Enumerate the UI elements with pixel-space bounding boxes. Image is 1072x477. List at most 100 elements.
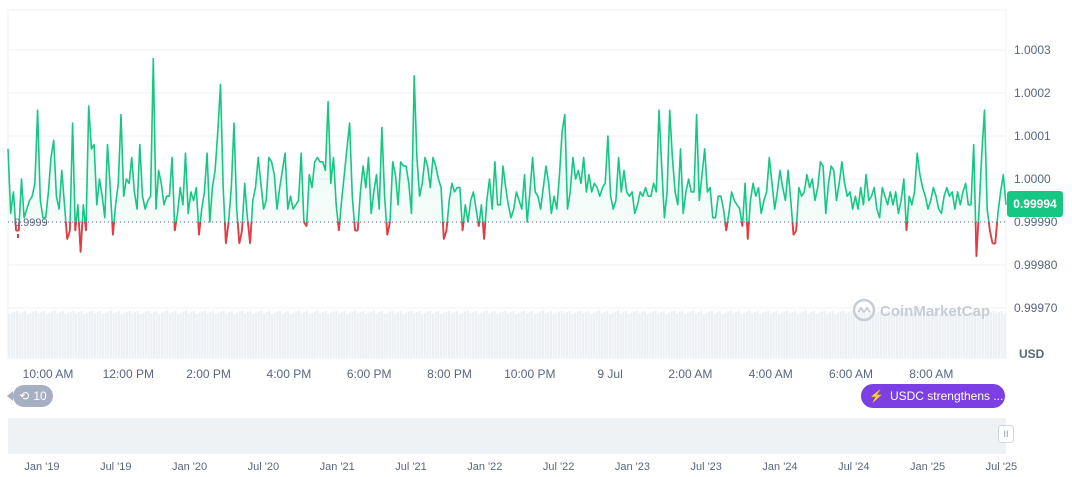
volume-bar — [391, 310, 394, 358]
volume-bar — [745, 311, 748, 358]
volume-bar — [635, 310, 638, 358]
x-tick-label: 10:00 AM — [23, 367, 74, 381]
volume-bar — [437, 311, 440, 358]
volume-bar — [713, 313, 716, 358]
volume-bar — [343, 311, 346, 358]
volume-bar — [590, 314, 593, 358]
volume-bar — [965, 314, 968, 358]
volume-bar — [893, 312, 896, 358]
navigator[interactable]: Jan '19 Jul '19 Jan '20 Jul '20 Jan '21 Jul '… — [8, 418, 1017, 473]
volume-bar — [99, 311, 102, 358]
volume-bar — [560, 310, 563, 358]
volume-bar — [973, 310, 976, 358]
volume-bar — [24, 311, 27, 358]
volume-bar — [72, 310, 75, 358]
volume-bar — [493, 311, 496, 358]
series-line-down — [386, 221, 391, 236]
volume-bar — [896, 311, 899, 358]
volume-bar — [767, 310, 770, 358]
volume-bar — [461, 312, 464, 358]
volume-bar — [775, 311, 778, 358]
volume-bar — [914, 311, 917, 358]
volume-bar — [386, 312, 389, 358]
volume-bar — [340, 312, 343, 358]
history-button[interactable]: ⟲ 10 — [7, 385, 53, 407]
volume-bar — [496, 314, 499, 358]
volume-bar — [370, 311, 373, 358]
volume-bar — [633, 311, 636, 358]
x-tick-label: 12:00 PM — [103, 367, 154, 381]
navigator-tick-label: Jan '22 — [467, 461, 502, 473]
history-count: 10 — [33, 389, 47, 403]
volume-bar — [177, 314, 180, 358]
x-tick-label: 2:00 PM — [186, 367, 231, 381]
volume-bar — [295, 311, 298, 358]
series-line-down — [461, 221, 465, 231]
news-pill-button[interactable]: ⚡ USDC strengthens ... — [861, 384, 1005, 408]
volume-bar — [311, 312, 314, 358]
volume-bar — [112, 313, 115, 358]
volume-bar — [227, 312, 231, 358]
series-line-down — [975, 221, 980, 257]
reference-line: 0.9999 — [8, 217, 1006, 238]
volume-bar — [426, 311, 429, 358]
volume-bar — [1003, 314, 1006, 358]
volume-bar — [882, 313, 885, 358]
series-line-down — [112, 221, 115, 235]
volume-bar — [120, 314, 123, 358]
volume-bar — [818, 312, 821, 358]
volume-bar — [649, 312, 652, 358]
coinmarketcap-logo-icon — [852, 298, 876, 322]
x-tick-label: 6:00 PM — [347, 367, 392, 381]
volume-bar — [77, 312, 80, 358]
volume-bar — [512, 311, 515, 358]
volume-bar — [861, 310, 864, 358]
volume-bar — [284, 312, 287, 358]
series-line-down — [477, 221, 481, 227]
volume-bar — [399, 311, 402, 358]
volume-bar — [50, 311, 54, 358]
volume-bar — [456, 311, 459, 358]
series-line-down — [249, 221, 253, 244]
x-axis: 10:00 AM 12:00 PM 2:00 PM 4:00 PM 6:00 PM 8:0… — [23, 367, 954, 381]
volume-bar — [364, 314, 367, 358]
volume-bar — [780, 312, 783, 358]
volume-bar — [630, 312, 633, 358]
volume-bar — [759, 314, 762, 358]
volume-bar — [831, 311, 834, 358]
volume-bar — [348, 312, 351, 358]
volume-bar — [257, 311, 260, 358]
volume-bar — [665, 314, 668, 358]
volume-bar — [533, 314, 536, 358]
volume-bar — [536, 312, 539, 358]
volume-bar — [582, 313, 585, 358]
x-tick-label: 9 Jul — [597, 367, 622, 381]
volume-bar — [901, 313, 904, 358]
volume-bar — [858, 311, 861, 358]
navigator-handle[interactable]: II — [998, 425, 1014, 443]
volume-bar — [488, 313, 491, 358]
navigator-tick-label: Jul '21 — [395, 461, 426, 473]
volume-bar — [568, 311, 571, 358]
series-line-down — [238, 230, 243, 244]
volume-bar — [549, 311, 553, 358]
navigator-tick-label: Jul '22 — [543, 461, 574, 473]
volume-bar — [681, 311, 684, 358]
volume-bar — [807, 313, 810, 358]
series-line-down — [792, 230, 797, 236]
series-line-down — [442, 230, 448, 240]
volume-bar — [571, 314, 574, 358]
volume-bar — [458, 314, 461, 358]
volume-bar — [252, 314, 255, 358]
volume-bar — [134, 312, 137, 358]
volume-bar — [949, 312, 952, 358]
volume-bar — [834, 314, 837, 358]
volume-bar — [262, 313, 265, 358]
volume-bar — [898, 310, 901, 358]
volume-bar — [42, 311, 45, 358]
volume-bar — [850, 311, 853, 358]
volume-bar — [863, 313, 866, 358]
volume-bar — [740, 314, 743, 358]
volume-bar — [209, 312, 212, 358]
